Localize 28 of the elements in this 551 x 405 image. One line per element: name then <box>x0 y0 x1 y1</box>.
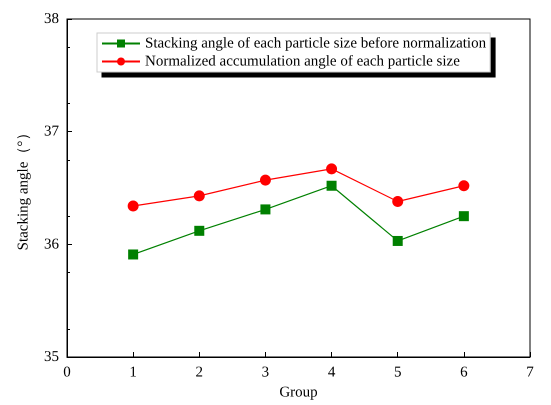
point <box>326 180 337 191</box>
point <box>392 236 403 246</box>
x-tick-label: 2 <box>196 364 204 380</box>
x-tick-label: 4 <box>328 364 336 380</box>
x-tick-label: 6 <box>460 364 468 380</box>
y-tick-label: 36 <box>44 236 60 252</box>
x-tick-label: 1 <box>129 364 137 380</box>
y-axis-title: Stacking angle（°） <box>16 126 32 250</box>
point <box>194 190 205 202</box>
y-tick-label: 38 <box>44 11 59 27</box>
x-tick-label: 5 <box>394 364 402 380</box>
x-tick-label: 0 <box>63 364 71 380</box>
x-axis-title: Group <box>279 384 318 400</box>
point <box>392 196 404 208</box>
y-tick-label: 35 <box>44 349 59 365</box>
legend-label: Stacking angle of each particle size before normalization <box>145 36 487 52</box>
legend-label: Normalized accumulation angle of each particle size <box>145 54 460 70</box>
point <box>260 204 270 214</box>
x-tick-label: 3 <box>262 364 270 380</box>
x-tick-label: 7 <box>526 364 534 380</box>
point <box>326 163 338 174</box>
y-tick-label: 37 <box>44 124 60 140</box>
point <box>260 174 271 186</box>
point <box>458 180 470 192</box>
point <box>194 226 204 236</box>
point <box>458 211 469 222</box>
point <box>128 200 139 212</box>
point <box>128 249 138 260</box>
